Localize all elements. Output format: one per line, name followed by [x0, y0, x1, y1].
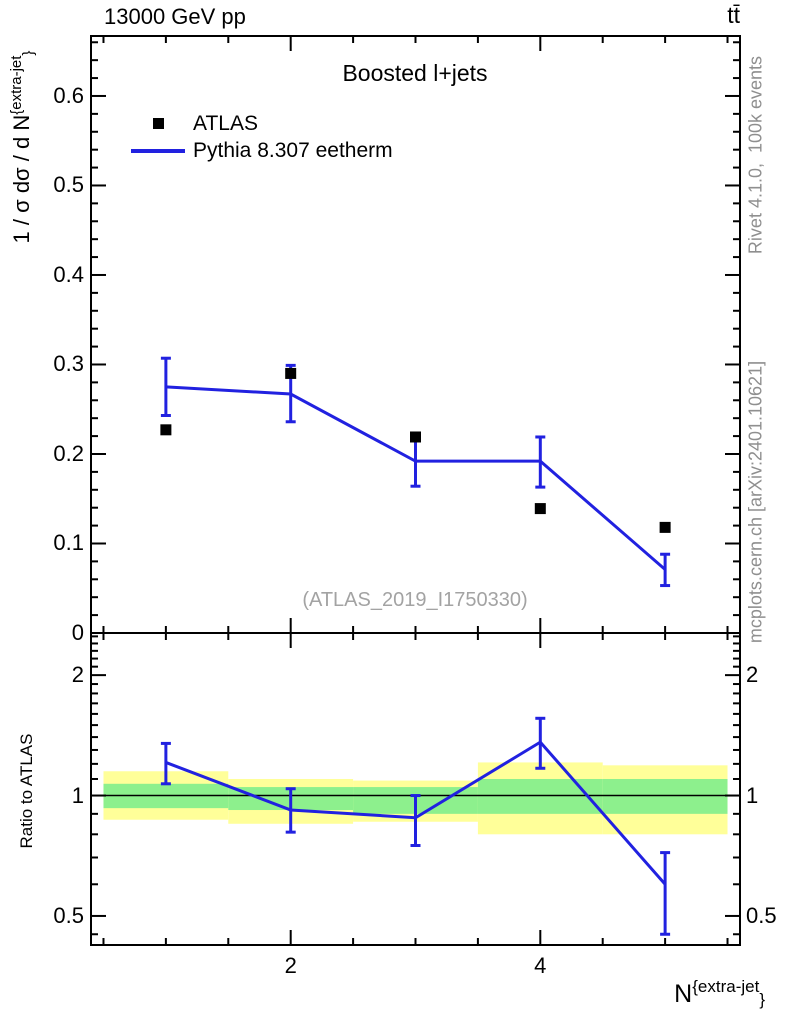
beam-energy-label: 13000 GeV pp	[104, 4, 246, 29]
mcplots-arxiv-note: mcplots.cern.ch [arXiv:2401.10621]	[745, 360, 766, 644]
legend-label-atlas: ATLAS	[193, 111, 258, 135]
atlas-square-marker	[127, 118, 189, 129]
ratio-y-tick-label-left: 2	[71, 662, 84, 688]
x-axis-title: N{extra-jet}	[674, 977, 765, 1009]
main-y-tick-label: 0	[71, 620, 84, 645]
x-tick-label: 2	[284, 953, 297, 978]
main-y-tick-label: 0.1	[53, 530, 84, 556]
process-label-ttbar: tt̄	[727, 2, 740, 28]
ratio-y-tick-label-right: 1	[746, 782, 759, 808]
panel-frames	[90, 35, 741, 946]
pythia-curve-main	[165, 385, 667, 571]
legend-item-pythia: Pythia 8.307 eetherm	[127, 137, 393, 164]
main-y-tick-label: 0.3	[53, 351, 84, 377]
legend: ATLAS Pythia 8.307 eetherm	[127, 110, 393, 164]
ratio-uncertainty-bands	[103, 762, 728, 835]
atlas-data-point	[160, 424, 172, 436]
green-band-segment	[602, 778, 728, 814]
plot-title: Boosted l+jets	[342, 60, 488, 86]
ratio-y-tick-label-left: 0.5	[53, 902, 84, 928]
pythia-line-main	[165, 385, 667, 571]
main-y-tick-label: 0.4	[53, 261, 84, 287]
pythia-curve-ratio	[165, 740, 667, 886]
ratio-panel-frame	[90, 632, 741, 946]
legend-label-pythia: Pythia 8.307 eetherm	[193, 138, 393, 162]
atlas-data-point	[659, 521, 671, 533]
main-y-axis-title: 1 / σ dσ / d N{extra-jet}	[8, 50, 37, 244]
main-y-tick-label: 0.5	[53, 172, 84, 198]
axis-ticks	[91, 36, 740, 945]
ratio-y-tick-label-right: 2	[746, 662, 759, 688]
ratio-y-tick-label-right: 0.5	[746, 902, 777, 928]
atlas-data-point	[285, 367, 297, 379]
atlas-data-point	[410, 431, 421, 443]
green-band-segment	[477, 778, 603, 814]
x-tick-label: 4	[534, 953, 547, 978]
atlas-data-point	[534, 503, 546, 515]
analysis-watermark: (ATLAS_2019_I1750330)	[302, 589, 528, 611]
pythia-line-ratio	[165, 740, 667, 886]
main-y-tick-label: 0.2	[53, 440, 84, 466]
legend-item-atlas: ATLAS	[127, 110, 393, 137]
ratio-y-tick-label-left: 1	[71, 782, 84, 808]
atlas-data-points	[160, 367, 671, 533]
pythia-line-marker	[127, 148, 189, 153]
main-y-tick-label: 0.6	[53, 82, 84, 108]
rivet-version-note: Rivet 4.1.0, 100k events	[745, 55, 766, 255]
